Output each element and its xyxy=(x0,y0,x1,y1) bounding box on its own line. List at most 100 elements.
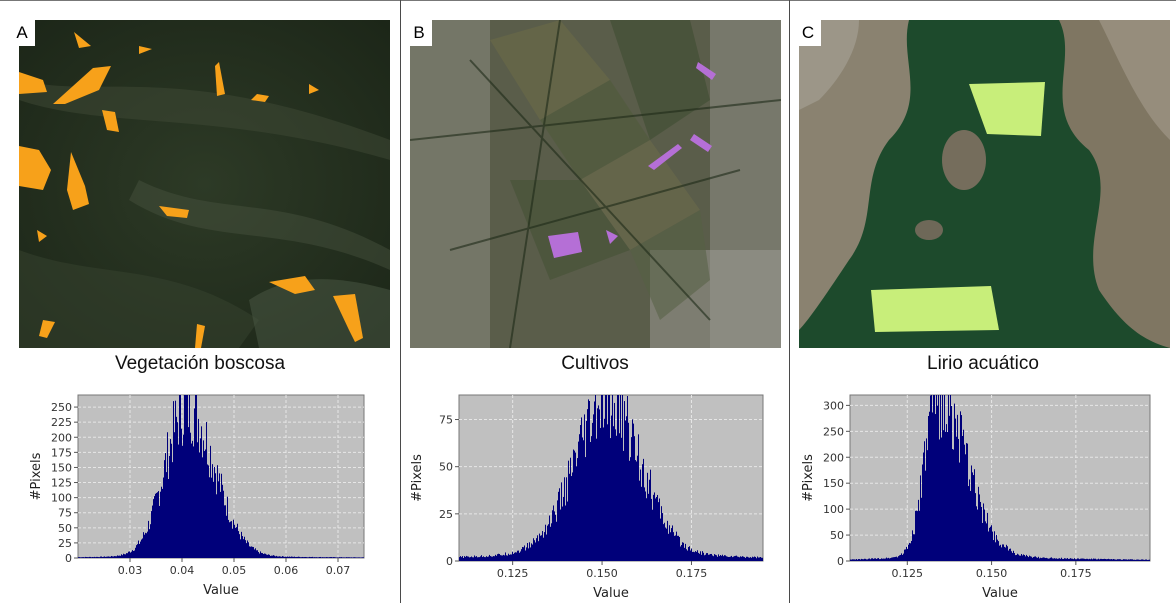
histogram-bar xyxy=(234,525,235,558)
histogram-bar xyxy=(582,437,583,561)
histogram-bar xyxy=(339,557,340,558)
histogram-bar xyxy=(663,524,664,561)
histogram-bar xyxy=(186,395,187,558)
histogram-bar xyxy=(881,558,882,561)
histogram-bar xyxy=(941,438,942,561)
histogram-bar xyxy=(278,556,279,558)
histogram-bar xyxy=(992,532,993,561)
histogram-bar xyxy=(700,551,701,561)
histogram-bar xyxy=(252,547,253,558)
histogram-bar xyxy=(678,536,679,561)
histogram-bar xyxy=(1101,559,1102,561)
histogram-bar xyxy=(762,558,763,561)
histogram-bar xyxy=(741,557,742,561)
histogram-bar xyxy=(656,497,657,561)
histogram-bar xyxy=(1144,560,1145,561)
histogram-bar xyxy=(242,536,243,558)
histogram-bar xyxy=(667,521,668,561)
histogram-bar xyxy=(281,557,282,558)
histogram-bar xyxy=(357,557,358,558)
histogram-bar xyxy=(1078,558,1079,561)
histogram-bar xyxy=(1006,545,1007,561)
histogram-bar xyxy=(135,548,136,558)
histogram-bar xyxy=(250,547,251,558)
histogram-bar xyxy=(539,534,540,561)
histogram-bar xyxy=(464,556,465,561)
histogram-bar xyxy=(222,485,223,558)
histogram-bar xyxy=(215,473,216,558)
histogram-bar xyxy=(195,395,196,558)
histogram-bar xyxy=(325,557,326,558)
histogram-bar xyxy=(702,551,703,561)
histogram-bar xyxy=(954,404,955,561)
histogram-bar xyxy=(719,556,720,561)
histogram-bar xyxy=(591,436,592,561)
histogram-bar xyxy=(947,432,948,561)
histogram-bar xyxy=(1096,559,1097,561)
histogram-bar xyxy=(489,555,490,561)
histogram-bar xyxy=(1146,560,1147,561)
histogram-bar xyxy=(352,557,353,558)
histogram-bar xyxy=(630,457,631,561)
histogram-bar xyxy=(1024,555,1025,561)
histogram-bar xyxy=(699,554,700,561)
histogram-bar xyxy=(625,421,626,561)
histogram-bar xyxy=(542,531,543,561)
histogram-bar xyxy=(718,554,719,561)
y-tick-label: 200 xyxy=(51,431,72,444)
histogram-bar xyxy=(149,529,150,558)
histogram-bar xyxy=(524,545,525,561)
histogram-bar xyxy=(705,555,706,561)
histogram-bar xyxy=(1005,548,1006,561)
x-axis-label: Value xyxy=(593,586,629,601)
histogram-bar xyxy=(665,528,666,561)
histogram-bar xyxy=(1026,555,1027,561)
histogram-bar xyxy=(760,557,761,561)
histogram-bar xyxy=(1007,546,1008,561)
histogram-bar xyxy=(199,452,200,558)
histogram-bar xyxy=(1140,560,1141,561)
histogram-bar xyxy=(761,558,762,561)
histogram-bar xyxy=(335,557,336,558)
histogram-bar xyxy=(616,436,617,561)
histogram-bar xyxy=(757,557,758,561)
histogram-bar xyxy=(550,527,551,561)
histogram-bar xyxy=(1020,556,1021,561)
histogram-bar xyxy=(940,395,941,561)
histogram-bar xyxy=(972,472,973,561)
histogram-bar xyxy=(1093,559,1094,561)
panel-letter: A xyxy=(9,20,35,46)
histogram-bar xyxy=(86,557,87,558)
histogram-bar xyxy=(279,556,280,558)
histogram-bar xyxy=(910,543,911,561)
histogram-bar xyxy=(1055,559,1056,561)
histogram-bar xyxy=(319,557,320,558)
histogram-bar xyxy=(747,557,748,561)
y-tick-label: 50 xyxy=(439,461,453,474)
histogram-bar xyxy=(1139,560,1140,561)
histogram-bar xyxy=(265,554,266,558)
histogram-bar xyxy=(638,434,639,561)
histogram-bar xyxy=(491,557,492,561)
histogram-bar xyxy=(139,544,140,558)
histogram-bar xyxy=(579,434,580,561)
histogram-bar xyxy=(123,554,124,558)
histogram-bar xyxy=(518,551,519,561)
histogram-bar xyxy=(856,559,857,561)
histogram-bar xyxy=(863,559,864,561)
histogram-bar xyxy=(324,557,325,558)
histogram-bar xyxy=(1108,559,1109,561)
histogram-bar xyxy=(79,557,80,558)
histogram-bar xyxy=(985,521,986,561)
histogram-bar xyxy=(272,556,273,558)
histogram-bar xyxy=(1122,560,1123,561)
histogram-bar xyxy=(664,523,665,561)
histogram-bar xyxy=(916,511,917,561)
histogram-bar xyxy=(921,498,922,561)
histogram-bar xyxy=(575,453,576,561)
histogram-bar xyxy=(713,556,714,561)
histogram-bar xyxy=(1105,559,1106,561)
histogram-bar xyxy=(138,541,139,558)
histogram-bar xyxy=(920,475,921,561)
histogram-bar xyxy=(549,516,550,561)
